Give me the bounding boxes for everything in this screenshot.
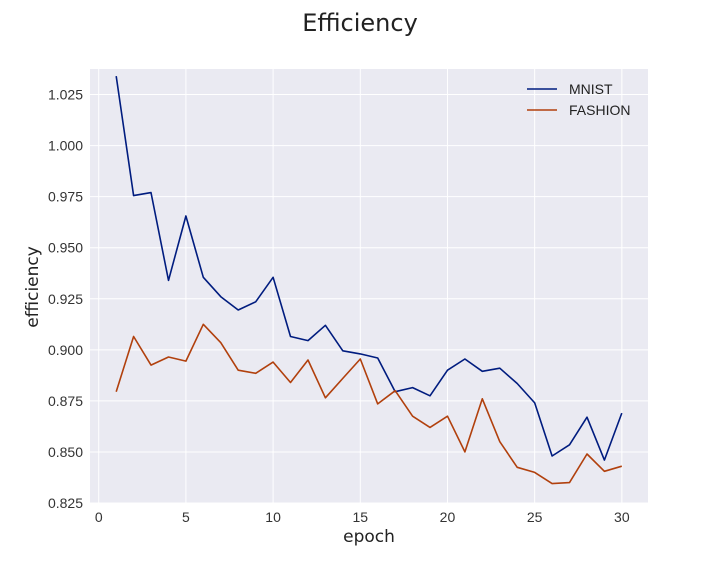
x-tick-label: 15: [352, 509, 368, 525]
series-line-fashion: [115, 323, 623, 485]
y-tick-label: 0.950: [48, 240, 83, 256]
x-tick-label: 25: [527, 509, 543, 525]
y-tick-label: 0.900: [48, 342, 83, 358]
y-tick-label: 0.825: [48, 495, 83, 511]
legend-label-mnist: MNIST: [569, 81, 613, 97]
y-axis-label: efficiency: [23, 246, 43, 328]
x-axis-label: epoch: [343, 527, 395, 547]
legend: MNIST FASHION: [527, 81, 630, 118]
y-tick-label: 0.850: [48, 444, 83, 460]
x-tick-label: 20: [440, 509, 456, 525]
x-tick-label: 5: [182, 509, 190, 525]
series-lines: [115, 75, 623, 485]
x-axis-ticks: 0 5 10 15 20 25 30: [95, 509, 630, 525]
series-line-mnist: [115, 75, 623, 461]
y-tick-label: 1.000: [48, 138, 83, 154]
x-tick-label: 0: [95, 509, 103, 525]
plot-area: [90, 69, 648, 503]
y-tick-label: 0.875: [48, 393, 83, 409]
x-tick-label: 30: [614, 509, 630, 525]
chart-title: Efficiency: [302, 9, 418, 37]
grid-lines: [90, 69, 648, 504]
x-tick-label: 10: [265, 509, 281, 525]
y-tick-label: 0.975: [48, 189, 83, 205]
legend-label-fashion: FASHION: [569, 102, 630, 118]
y-tick-label: 1.025: [48, 87, 83, 103]
y-axis-ticks: 0.825 0.850 0.875 0.900 0.925 0.950 0.975 1.000…: [48, 87, 83, 511]
y-tick-label: 0.925: [48, 291, 83, 307]
